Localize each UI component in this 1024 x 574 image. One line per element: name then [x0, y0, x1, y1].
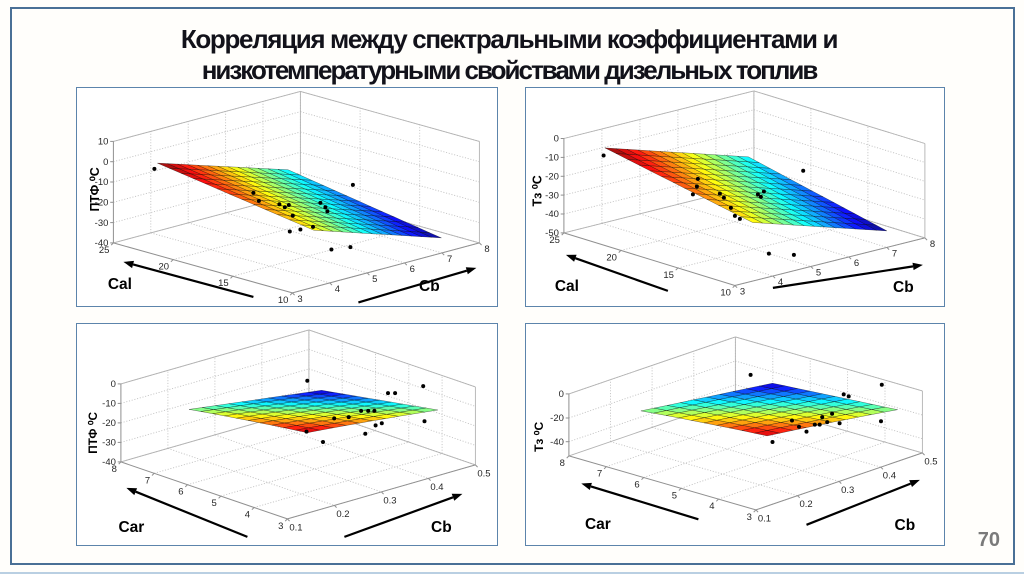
- svg-text:15: 15: [218, 278, 229, 289]
- svg-text:0.5: 0.5: [477, 468, 490, 479]
- svg-text:4: 4: [245, 509, 250, 520]
- svg-text:0.1: 0.1: [757, 513, 770, 524]
- svg-text:0.4: 0.4: [882, 470, 895, 481]
- svg-text:20: 20: [606, 252, 617, 263]
- svg-text:0.2: 0.2: [336, 508, 349, 519]
- svg-text:Тз ⁰С: Тз ⁰С: [531, 421, 545, 451]
- svg-text:-10: -10: [545, 152, 559, 163]
- svg-text:6: 6: [634, 479, 639, 490]
- svg-text:7: 7: [447, 253, 452, 264]
- svg-text:8: 8: [112, 463, 117, 474]
- svg-text:-20: -20: [102, 418, 116, 429]
- svg-text:4: 4: [335, 283, 340, 294]
- svg-text:-40: -40: [95, 238, 109, 249]
- svg-text:-50: -50: [545, 228, 559, 239]
- svg-text:5: 5: [372, 273, 377, 284]
- svg-text:25: 25: [549, 234, 560, 245]
- svg-text:0.3: 0.3: [841, 484, 854, 495]
- svg-text:Car: Car: [584, 515, 610, 532]
- svg-text:0.4: 0.4: [430, 481, 443, 492]
- svg-text:0.5: 0.5: [924, 456, 937, 467]
- svg-text:-40: -40: [545, 209, 559, 220]
- svg-text:10: 10: [98, 136, 109, 147]
- svg-text:-40: -40: [102, 457, 116, 468]
- svg-text:3: 3: [297, 293, 302, 304]
- svg-text:5: 5: [212, 498, 217, 509]
- svg-text:0: 0: [558, 389, 563, 400]
- svg-text:-10: -10: [102, 398, 116, 409]
- svg-text:6: 6: [853, 257, 858, 268]
- svg-text:0: 0: [553, 133, 558, 144]
- svg-text:Cb: Cb: [431, 518, 452, 535]
- svg-text:4: 4: [709, 501, 714, 512]
- svg-text:0.1: 0.1: [289, 522, 302, 533]
- svg-text:6: 6: [178, 486, 183, 497]
- svg-text:10: 10: [720, 287, 731, 298]
- svg-text:-20: -20: [550, 413, 564, 424]
- svg-text:5: 5: [671, 490, 676, 501]
- svg-text:3: 3: [746, 511, 751, 522]
- svg-text:10: 10: [278, 294, 289, 305]
- svg-text:-30: -30: [95, 217, 109, 228]
- svg-text:20: 20: [159, 261, 170, 272]
- svg-text:Cb: Cb: [893, 278, 914, 295]
- svg-text:5: 5: [815, 267, 820, 278]
- svg-text:-30: -30: [545, 190, 559, 201]
- svg-text:Car: Car: [118, 518, 144, 535]
- svg-text:15: 15: [663, 269, 674, 280]
- svg-text:6: 6: [410, 263, 415, 274]
- svg-text:-20: -20: [95, 197, 109, 208]
- svg-text:-40: -40: [550, 436, 564, 447]
- svg-text:4: 4: [777, 276, 782, 287]
- svg-text:Cal: Cal: [554, 277, 578, 294]
- svg-text:Cal: Cal: [108, 275, 132, 292]
- svg-text:7: 7: [597, 468, 602, 479]
- svg-text:0.2: 0.2: [799, 499, 812, 510]
- svg-text:7: 7: [145, 475, 150, 486]
- svg-text:-20: -20: [545, 171, 559, 182]
- svg-text:-10: -10: [95, 177, 109, 188]
- svg-text:25: 25: [99, 244, 110, 255]
- svg-text:-30: -30: [102, 437, 116, 448]
- svg-text:Cb: Cb: [894, 516, 915, 533]
- svg-text:0: 0: [103, 156, 108, 167]
- svg-text:8: 8: [559, 457, 564, 468]
- svg-text:3: 3: [278, 520, 283, 531]
- svg-text:0.3: 0.3: [383, 495, 396, 506]
- svg-text:8: 8: [929, 238, 934, 249]
- svg-text:3: 3: [739, 286, 744, 297]
- svg-text:8: 8: [484, 243, 489, 254]
- svg-text:Cb: Cb: [419, 277, 440, 294]
- svg-text:ПТФ ⁰С: ПТФ ⁰С: [87, 411, 100, 453]
- svg-text:Тз ⁰С: Тз ⁰С: [530, 175, 544, 206]
- svg-text:0: 0: [111, 379, 116, 390]
- svg-text:ПТФ ⁰С: ПТФ ⁰С: [88, 167, 102, 211]
- svg-text:7: 7: [891, 248, 896, 259]
